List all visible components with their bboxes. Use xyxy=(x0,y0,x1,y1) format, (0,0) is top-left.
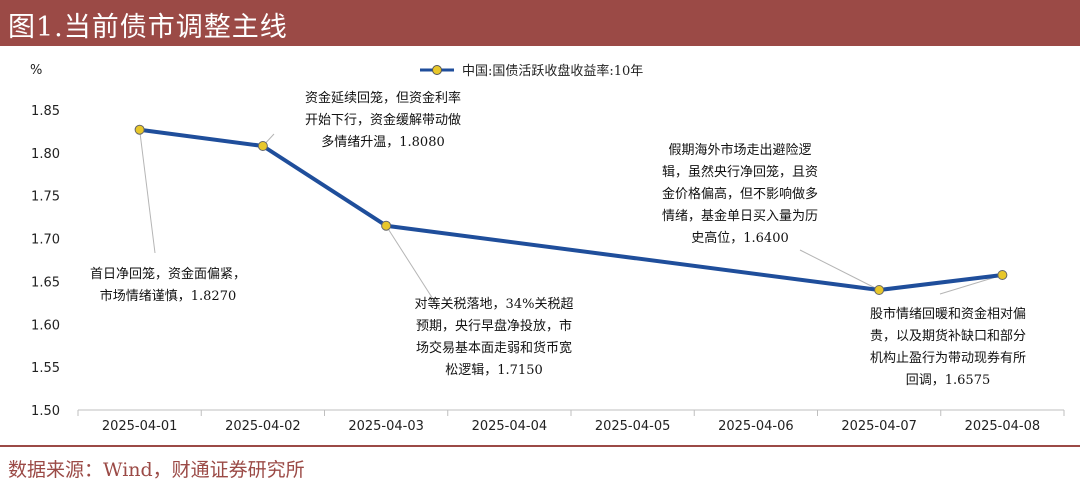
annotation-text: 开始下行，资金缓解带动做 xyxy=(305,112,461,128)
annotation-text: 股市情绪回暖和资金相对偏 xyxy=(870,306,1026,322)
source-note: 数据来源：Wind，财通证券研究所 xyxy=(8,459,305,481)
annotation-text: 资金延续回笼，但资金利率 xyxy=(305,90,461,106)
x-tick-label: 2025-04-03 xyxy=(348,419,424,434)
annotation-text: 预期，央行早盘净投放，市 xyxy=(416,318,572,334)
annotation-leader xyxy=(385,225,441,311)
annotation-text: 史高位，1.6400 xyxy=(691,230,789,246)
legend-marker xyxy=(432,65,442,75)
annotation-text: 情绪，基金单日买入量为历 xyxy=(662,208,818,224)
figure-title: 图1.当前债市调整主线 xyxy=(8,12,288,43)
x-tick-label: 2025-04-01 xyxy=(102,419,178,434)
y-tick-label: 1.65 xyxy=(31,275,60,290)
y-tick-label: 1.75 xyxy=(31,190,60,205)
annotation-text: 辑，虽然央行净回笼，且资 xyxy=(662,164,818,180)
x-tick-label: 2025-04-07 xyxy=(841,419,917,434)
data-point xyxy=(134,124,145,135)
y-axis-unit: % xyxy=(30,63,42,78)
y-tick-label: 1.80 xyxy=(31,147,60,162)
series-line xyxy=(139,127,1003,292)
annotation-text: 金价格偏高，但不影响做多 xyxy=(662,186,818,202)
annotation-text: 对等关税落地，34%关税超 xyxy=(415,296,574,312)
annotation-text: 机构止盈行为带动现券有所 xyxy=(870,350,1026,366)
y-tick-label: 1.85 xyxy=(31,104,60,119)
x-tick-label: 2025-04-06 xyxy=(718,419,794,434)
annotation-text: 场交易基本面走弱和货币宽 xyxy=(416,340,572,356)
y-tick-label: 1.55 xyxy=(31,361,60,376)
data-point xyxy=(997,270,1008,280)
annotation-text: 假期海外市场走出避险逻 xyxy=(668,142,811,158)
line-chart: % 1.50 1.55 1.60 1.65 1.70 1.75 1.80 1.85 2025-04… xyxy=(30,63,1065,434)
figure-title-bar: 图1.当前债市调整主线 xyxy=(0,0,1080,46)
annotation-text: 首日净回笼，资金面偏紧， xyxy=(90,266,246,282)
data-point xyxy=(874,285,885,295)
annotation-text: 贵，以及期货补缺口和部分 xyxy=(870,328,1026,344)
legend-label: 中国:国债活跃收盘收益率:10年 xyxy=(462,63,643,79)
annotation-leader xyxy=(139,129,156,254)
x-tick-label: 2025-04-08 xyxy=(965,419,1041,434)
x-tick-label: 2025-04-05 xyxy=(595,419,671,434)
data-point xyxy=(381,220,392,231)
y-tick-label: 1.60 xyxy=(31,318,60,333)
x-tick-label: 2025-04-02 xyxy=(225,419,301,434)
source-divider xyxy=(0,445,1080,447)
x-tick-label: 2025-04-04 xyxy=(472,419,548,434)
y-tick-label: 1.70 xyxy=(31,233,60,248)
annotation-text: 松逻辑，1.7150 xyxy=(445,363,543,378)
y-tick-label: 1.50 xyxy=(31,404,60,419)
annotation-text: 多情绪升温，1.8080 xyxy=(321,134,445,150)
annotation-text: 回调，1.6575 xyxy=(906,373,991,388)
annotation-leader xyxy=(799,249,880,291)
annotation-text: 市场情绪谨慎，1.8270 xyxy=(100,288,237,304)
data-point xyxy=(257,141,268,151)
